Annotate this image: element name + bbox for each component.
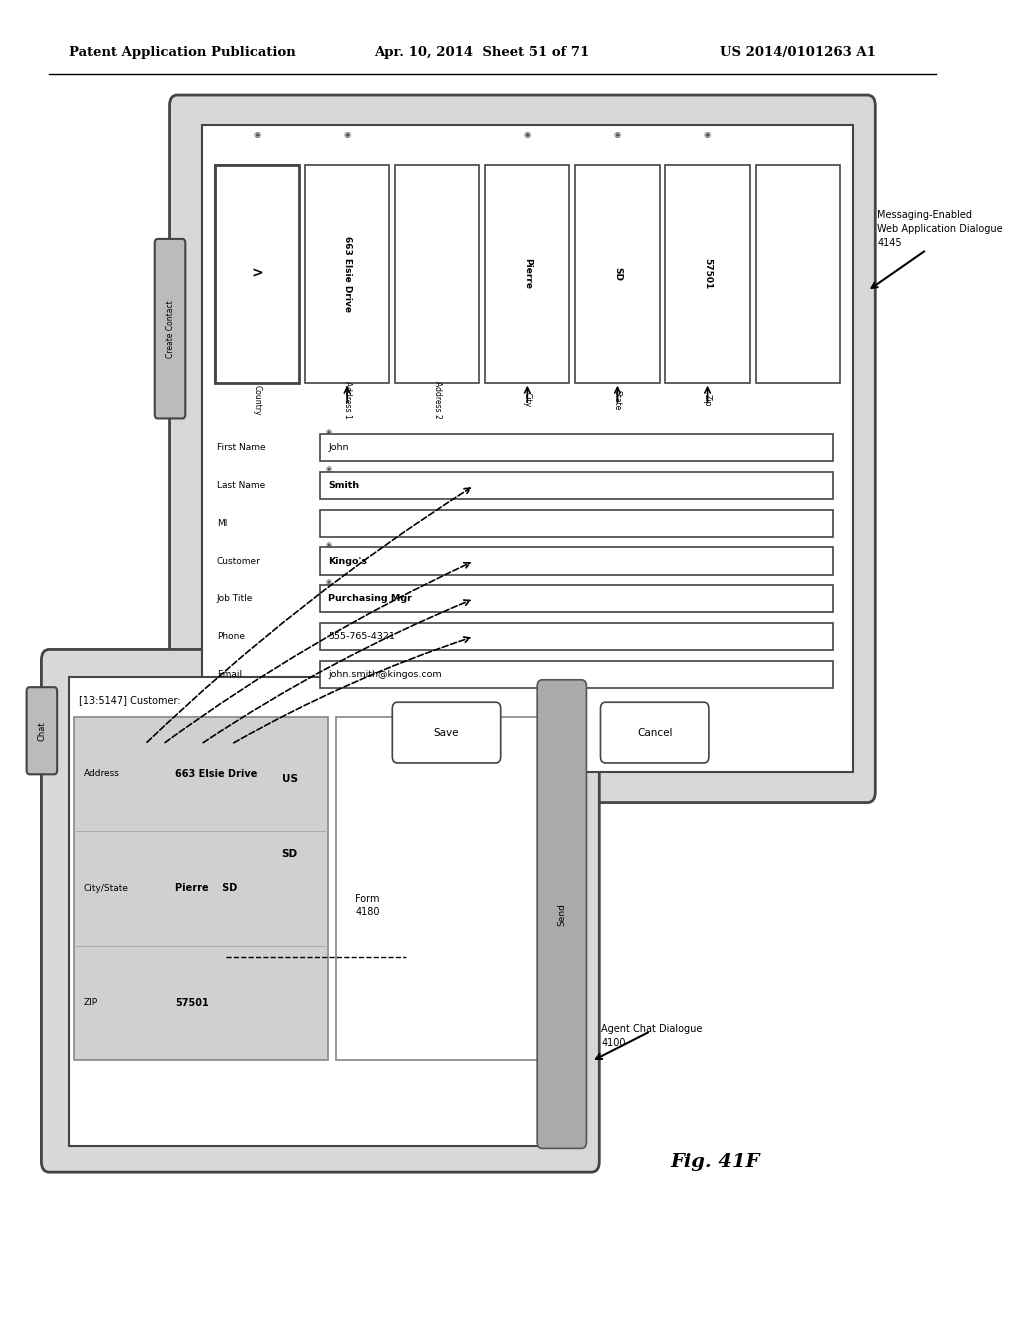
Text: Send: Send bbox=[557, 903, 566, 925]
Text: Last Name: Last Name bbox=[217, 480, 265, 490]
FancyBboxPatch shape bbox=[202, 125, 853, 772]
FancyBboxPatch shape bbox=[600, 702, 709, 763]
Text: Email: Email bbox=[217, 669, 242, 678]
Text: Smith: Smith bbox=[329, 480, 359, 490]
Text: ◉: ◉ bbox=[326, 579, 332, 586]
Text: Chat: Chat bbox=[38, 721, 46, 741]
Text: >: > bbox=[251, 267, 263, 281]
FancyBboxPatch shape bbox=[155, 239, 185, 418]
Text: MI: MI bbox=[217, 519, 227, 528]
Text: SD: SD bbox=[613, 267, 622, 281]
Text: 57501: 57501 bbox=[703, 259, 712, 289]
Text: ◉: ◉ bbox=[613, 131, 622, 139]
Text: ◉: ◉ bbox=[523, 131, 531, 139]
Text: Kingo's: Kingo's bbox=[329, 557, 368, 565]
FancyBboxPatch shape bbox=[74, 717, 328, 1060]
Text: Purchasing Mgr: Purchasing Mgr bbox=[329, 594, 412, 603]
Text: 663 Elsie Drive: 663 Elsie Drive bbox=[175, 770, 258, 779]
FancyBboxPatch shape bbox=[305, 165, 389, 383]
Text: ◉: ◉ bbox=[326, 541, 332, 548]
Text: John: John bbox=[329, 444, 349, 453]
Text: Job Title: Job Title bbox=[217, 594, 253, 603]
FancyBboxPatch shape bbox=[321, 660, 833, 688]
FancyBboxPatch shape bbox=[575, 165, 659, 383]
Text: john.smith@kingos.com: john.smith@kingos.com bbox=[329, 669, 441, 678]
Text: ◉: ◉ bbox=[703, 131, 712, 139]
Text: First Name: First Name bbox=[217, 444, 265, 453]
Text: [13:5147] Customer:: [13:5147] Customer: bbox=[79, 694, 180, 705]
Text: US 2014/0101263 A1: US 2014/0101263 A1 bbox=[720, 46, 876, 59]
Text: Address: Address bbox=[84, 770, 120, 779]
Text: Phone: Phone bbox=[217, 632, 245, 642]
FancyBboxPatch shape bbox=[666, 165, 750, 383]
Text: City/State: City/State bbox=[84, 884, 129, 892]
FancyBboxPatch shape bbox=[336, 717, 569, 1060]
Text: Save: Save bbox=[434, 727, 459, 738]
Text: Patent Application Publication: Patent Application Publication bbox=[69, 46, 296, 59]
FancyBboxPatch shape bbox=[392, 702, 501, 763]
FancyBboxPatch shape bbox=[395, 165, 479, 383]
Text: 555-765-4321: 555-765-4321 bbox=[329, 632, 395, 642]
FancyBboxPatch shape bbox=[756, 165, 840, 383]
Text: Address 1: Address 1 bbox=[343, 381, 351, 418]
Text: US: US bbox=[282, 774, 298, 784]
Text: Country: Country bbox=[253, 384, 261, 416]
Text: Cancel: Cancel bbox=[637, 727, 673, 738]
Text: ◉: ◉ bbox=[343, 131, 351, 139]
FancyBboxPatch shape bbox=[321, 510, 833, 537]
Text: Agent Chat Dialogue
4100: Agent Chat Dialogue 4100 bbox=[601, 1024, 702, 1048]
Text: Create Contact: Create Contact bbox=[166, 300, 174, 358]
Text: Apr. 10, 2014  Sheet 51 of 71: Apr. 10, 2014 Sheet 51 of 71 bbox=[375, 46, 590, 59]
Text: ◉: ◉ bbox=[326, 429, 332, 434]
FancyBboxPatch shape bbox=[41, 649, 599, 1172]
Text: Pierre    SD: Pierre SD bbox=[175, 883, 238, 894]
FancyBboxPatch shape bbox=[321, 623, 833, 649]
Text: 663 Elsie Drive: 663 Elsie Drive bbox=[343, 236, 351, 312]
Text: Zip: Zip bbox=[703, 393, 712, 407]
Text: ◉: ◉ bbox=[253, 131, 260, 139]
FancyBboxPatch shape bbox=[215, 165, 299, 383]
Text: Pierre: Pierre bbox=[523, 259, 531, 289]
FancyBboxPatch shape bbox=[485, 165, 569, 383]
Text: Form
4180: Form 4180 bbox=[355, 894, 380, 917]
Text: State: State bbox=[613, 389, 622, 411]
Text: US: US bbox=[253, 267, 261, 281]
Text: 57501: 57501 bbox=[175, 998, 209, 1007]
Text: SD: SD bbox=[282, 849, 298, 859]
FancyBboxPatch shape bbox=[27, 688, 57, 775]
FancyBboxPatch shape bbox=[321, 548, 833, 574]
Text: Customer: Customer bbox=[217, 557, 261, 565]
Text: Address 2: Address 2 bbox=[433, 381, 441, 418]
Text: Fig. 41F: Fig. 41F bbox=[671, 1152, 760, 1171]
Text: ◉: ◉ bbox=[326, 466, 332, 473]
FancyBboxPatch shape bbox=[538, 680, 587, 1148]
FancyBboxPatch shape bbox=[321, 473, 833, 499]
FancyBboxPatch shape bbox=[321, 434, 833, 462]
Text: ZIP: ZIP bbox=[84, 998, 98, 1007]
Text: City: City bbox=[523, 392, 531, 408]
Text: Messaging-Enabled
Web Application Dialogue
4145: Messaging-Enabled Web Application Dialog… bbox=[878, 210, 1002, 248]
FancyBboxPatch shape bbox=[69, 677, 577, 1146]
FancyBboxPatch shape bbox=[215, 165, 299, 383]
FancyBboxPatch shape bbox=[170, 95, 876, 803]
FancyBboxPatch shape bbox=[321, 585, 833, 612]
